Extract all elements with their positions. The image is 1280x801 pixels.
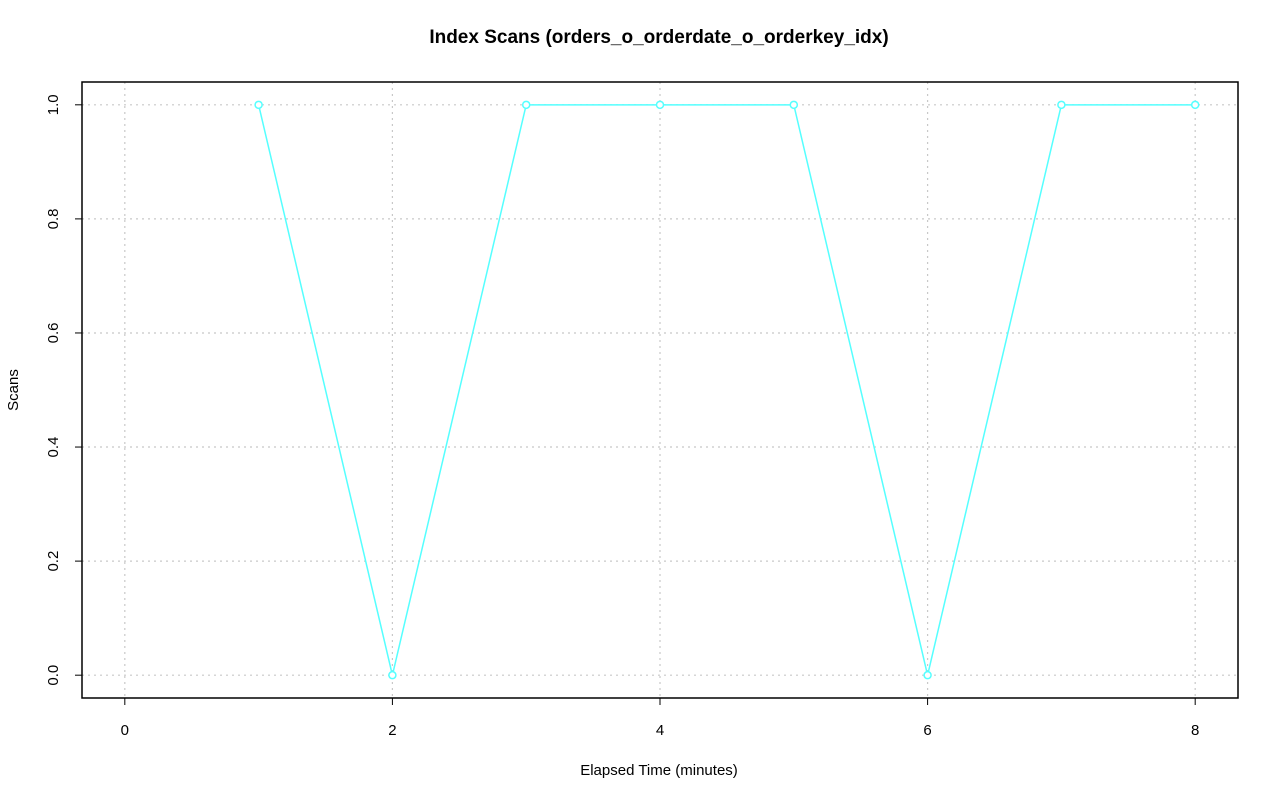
x-tick-label: 0 [121,722,129,739]
y-tick-label: 0.0 [45,665,62,686]
y-axis-label: Scans [5,369,22,411]
x-tick-label: 8 [1191,722,1199,739]
data-point [923,670,932,680]
data-point [655,100,665,110]
data-point [521,100,531,110]
y-tick-label: 0.8 [45,208,62,229]
y-tick-label: 0.4 [45,437,62,458]
data-point [254,100,263,110]
y-tick-label: 1.0 [45,94,62,115]
x-tick-label: 4 [656,722,664,739]
data-line [257,104,1196,676]
y-tick-label: 0.2 [45,551,62,572]
chart-title: Index Scans (orders_o_orderdate_o_orderk… [429,27,888,48]
data-point [1190,100,1200,110]
plot-frame [81,81,1239,699]
x-axis-label: Elapsed Time (minutes) [580,762,738,779]
data-point [789,100,799,110]
data-point [388,670,397,680]
x-tick-label: 2 [388,722,396,739]
x-tick-label: 6 [923,722,931,739]
data-point [1057,100,1066,110]
y-tick-label: 0.6 [45,323,62,344]
